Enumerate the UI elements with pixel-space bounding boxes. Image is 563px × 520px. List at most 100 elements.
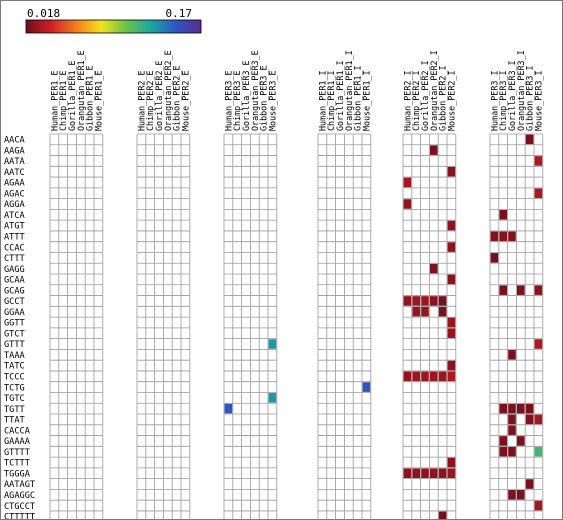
row-label: ATTT [4, 233, 25, 243]
row-label: AGAC [4, 189, 25, 199]
heatmap-cells [224, 134, 543, 519]
column-label: Gorilla_PER2_E [154, 60, 164, 131]
row-label: ATGT [4, 222, 25, 232]
heatmap-cell [438, 468, 447, 479]
column-label: Human_PER3_E [223, 70, 233, 131]
row-label: CTTTTT [4, 513, 35, 519]
heatmap-cell [517, 403, 525, 414]
heatmap-cell [412, 371, 420, 382]
heatmap-cell [421, 306, 429, 317]
column-label: Chimp_PER2_E [145, 70, 155, 131]
row-label: CTGCCT [4, 502, 35, 512]
row-label: CACCA [4, 426, 31, 436]
column-label: Mouse_PER3_E [267, 70, 277, 131]
row-label: CTTT [4, 254, 25, 264]
grid-group-per3-e [223, 133, 278, 519]
column-label: Gibbon_PER3_I [525, 65, 535, 131]
heatmap-cell [508, 446, 516, 457]
row-label: TGGGA [4, 469, 31, 479]
column-label: Orangutan_PER2_E [163, 50, 173, 131]
heatmap-cell [447, 360, 456, 371]
heatmap-cell [499, 436, 507, 446]
heatmap-cell [517, 285, 525, 295]
row-labels: AACAAAGAAATAAATCAGAAAGACAGGAATCAATGTATTT… [4, 136, 35, 519]
row-label: CCAC [4, 243, 25, 253]
row-label: GAGG [4, 265, 25, 275]
heatmap-cell [534, 414, 543, 425]
heatmap-cell [421, 296, 429, 306]
heatmap-cell [447, 166, 456, 177]
heatmap-cell [430, 296, 438, 306]
heatmap-cell [525, 403, 534, 414]
row-label: TAAA [4, 351, 26, 361]
heatmap-cell [268, 339, 277, 349]
row-label: TCTTT [4, 459, 30, 469]
row-label: GAAAA [4, 437, 31, 447]
heatmap-cell [412, 306, 420, 317]
heatmap-cell [490, 253, 499, 263]
heatmap-cell [508, 490, 516, 500]
column-label: Gibbon_PER3_E [259, 65, 269, 131]
row-label: AGGA [4, 200, 26, 210]
heatmap-cell [499, 285, 507, 295]
row-label: TTAT [4, 416, 25, 426]
heatmap-cell [534, 500, 543, 511]
column-label: Gibbon_PER2_I [438, 65, 448, 131]
heatmap-cell [447, 220, 456, 231]
column-label: Chimp_PER3_I [498, 70, 508, 131]
heatmap-cell [508, 350, 516, 360]
row-label: ATCA [4, 211, 26, 221]
row-label: AAGA [4, 146, 26, 156]
column-label: Gorilla_PER3_E [241, 60, 251, 131]
column-label: Mouse_PER3_I [533, 70, 543, 131]
heatmap-cell [430, 263, 438, 274]
column-label: Gibbon_PER1_I [353, 65, 363, 131]
heatmap-cell [412, 296, 420, 306]
heatmap-grid [49, 133, 544, 519]
row-label: AATC [4, 168, 25, 178]
column-label: Gibbon_PER1_E [85, 65, 95, 131]
column-label: Orangutan_PER1_I [344, 50, 354, 131]
colorbar-gradient [25, 19, 202, 34]
column-label: Human_PER3_I [489, 70, 499, 131]
heatmap-cell [534, 446, 543, 457]
heatmap-cell [268, 393, 277, 403]
heatmap-cell [447, 468, 456, 479]
heatmap-cell [438, 306, 447, 317]
heatmap-cell [430, 371, 438, 382]
heatmap-cell [525, 479, 534, 489]
column-label: Mouse_PER1_I [361, 70, 371, 131]
heatmap-cell [525, 134, 534, 145]
grid-group-per2-e [136, 133, 191, 519]
heatmap-cell [534, 156, 543, 166]
heatmap-cell [421, 468, 429, 479]
row-label: TCTG [4, 383, 25, 393]
row-label: GTCT [4, 329, 25, 339]
column-label: Human_PER2_E [136, 70, 146, 131]
row-label: GCAG [4, 286, 25, 296]
row-label: GGAA [4, 308, 26, 318]
heatmap-cell [447, 317, 456, 328]
grid-group-per3-i [489, 133, 544, 519]
heatmap-cell [447, 328, 456, 339]
column-label: Human_PER1_E [49, 70, 59, 131]
colorbar-max-label: 0.17 [166, 7, 193, 20]
heatmap-cell [403, 371, 412, 382]
row-label: AACA [4, 136, 26, 146]
column-label: Chimp_PER1_E [58, 70, 68, 131]
heatmap-cell [224, 403, 233, 414]
heatmap-cell [534, 339, 543, 349]
grid-group-per1-i [317, 133, 372, 519]
colorbar-min-label: 0.018 [27, 7, 60, 20]
row-label: GCCT [4, 297, 25, 307]
heatmap-cell [534, 188, 543, 199]
colorbar: 0.018 0.17 [25, 7, 202, 34]
column-label: Orangutan_PER3_E [250, 50, 260, 131]
heatmap-cell [447, 242, 456, 252]
row-label: AATAGT [4, 480, 35, 490]
column-label: Mouse_PER2_I [446, 70, 456, 131]
heatmap-cell [438, 511, 447, 519]
row-label: AATA [4, 157, 26, 167]
